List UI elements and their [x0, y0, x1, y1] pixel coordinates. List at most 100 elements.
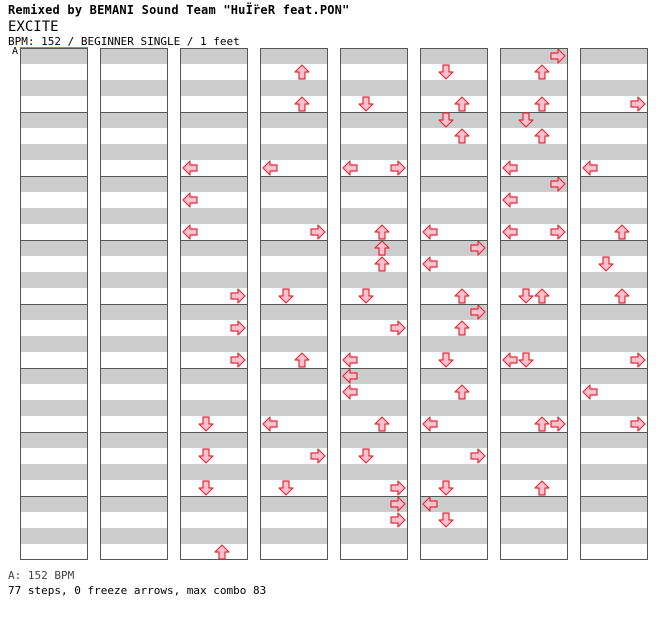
step-arrow — [262, 416, 278, 432]
beat-stripe — [180, 432, 248, 448]
step-arrow — [422, 416, 438, 432]
beat-stripe — [580, 304, 648, 320]
step-arrow — [582, 384, 598, 400]
beat-stripe — [340, 464, 408, 480]
beat-stripe — [260, 272, 328, 288]
beat-stripe — [180, 96, 248, 112]
beat-stripe — [340, 208, 408, 224]
beat-stripe — [100, 192, 168, 208]
beat-stripe — [100, 384, 168, 400]
beat-stripe — [580, 512, 648, 528]
step-arrow — [534, 480, 550, 496]
step-arrow — [358, 96, 374, 112]
beat-stripe — [100, 176, 168, 192]
step-arrow — [358, 288, 374, 304]
beat-stripe — [180, 288, 248, 304]
beat-stripe — [180, 544, 248, 560]
step-arrow — [358, 448, 374, 464]
column-border — [420, 48, 488, 560]
step-arrow — [438, 480, 454, 496]
beat-stripe — [500, 384, 568, 400]
step-arrow — [438, 112, 454, 128]
beat-stripe — [420, 368, 488, 384]
step-arrow — [342, 368, 358, 384]
chart-column — [260, 48, 328, 560]
beat-stripe — [180, 80, 248, 96]
beat-stripe — [100, 128, 168, 144]
beat-stripe — [340, 176, 408, 192]
chart-column — [20, 48, 88, 560]
beat-stripe — [260, 400, 328, 416]
step-arrow — [502, 192, 518, 208]
step-arrow — [630, 352, 646, 368]
beat-stripe — [100, 64, 168, 80]
beat-stripe — [420, 320, 488, 336]
beat-stripe — [580, 128, 648, 144]
bpm-legend: A: 152 BPM — [8, 569, 75, 582]
beat-stripe — [580, 432, 648, 448]
step-arrow — [294, 64, 310, 80]
beat-stripe — [180, 464, 248, 480]
step-arrow — [470, 304, 486, 320]
beat-stripe — [100, 240, 168, 256]
beat-stripe — [100, 320, 168, 336]
beat-stripe — [500, 544, 568, 560]
beat-stripe — [340, 384, 408, 400]
step-arrow — [294, 96, 310, 112]
beat-stripe — [20, 544, 88, 560]
beat-stripe — [260, 352, 328, 368]
step-arrow — [502, 160, 518, 176]
beat-stripe — [340, 416, 408, 432]
beat-stripe — [580, 528, 648, 544]
beat-stripe — [260, 416, 328, 432]
beat-stripe — [420, 416, 488, 432]
beat-stripe — [260, 112, 328, 128]
beat-stripe — [500, 368, 568, 384]
step-arrow — [198, 416, 214, 432]
beat-stripe — [100, 144, 168, 160]
beat-stripe — [260, 544, 328, 560]
beat-stripe — [180, 128, 248, 144]
beat-stripe — [580, 384, 648, 400]
beat-stripe — [340, 432, 408, 448]
step-arrow — [550, 416, 566, 432]
bpm-marker-label: A — [12, 46, 19, 57]
beat-stripe — [340, 240, 408, 256]
beat-stripe — [20, 128, 88, 144]
beat-stripe — [420, 464, 488, 480]
step-stats: 77 steps, 0 freeze arrows, max combo 83 — [8, 584, 267, 597]
beat-stripe — [580, 320, 648, 336]
step-arrow — [454, 128, 470, 144]
step-arrow — [534, 64, 550, 80]
step-arrow — [550, 176, 566, 192]
beat-stripe — [500, 304, 568, 320]
song-title: Remixed by BEMANI Sound Team "HuΪ̈reR fe… — [8, 3, 350, 17]
beat-stripe — [500, 160, 568, 176]
step-arrow — [214, 544, 230, 560]
beat-stripe — [340, 272, 408, 288]
beat-stripe — [20, 528, 88, 544]
chart-column — [180, 48, 248, 560]
beat-stripe — [260, 288, 328, 304]
step-arrow — [230, 320, 246, 336]
beat-stripe — [340, 160, 408, 176]
step-arrow — [278, 288, 294, 304]
beat-stripe — [100, 48, 168, 64]
beat-stripe — [420, 160, 488, 176]
step-arrow — [614, 224, 630, 240]
step-arrow — [502, 224, 518, 240]
beat-stripe — [20, 448, 88, 464]
beat-stripe — [20, 288, 88, 304]
beat-stripe — [580, 64, 648, 80]
column-border — [180, 48, 248, 560]
step-arrow — [374, 416, 390, 432]
beat-stripe — [20, 64, 88, 80]
beat-stripe — [180, 272, 248, 288]
beat-stripe — [260, 432, 328, 448]
beat-stripe — [580, 448, 648, 464]
beat-stripe — [420, 128, 488, 144]
step-arrow — [182, 224, 198, 240]
step-arrow — [374, 224, 390, 240]
beat-stripe — [20, 368, 88, 384]
beat-stripe — [500, 80, 568, 96]
